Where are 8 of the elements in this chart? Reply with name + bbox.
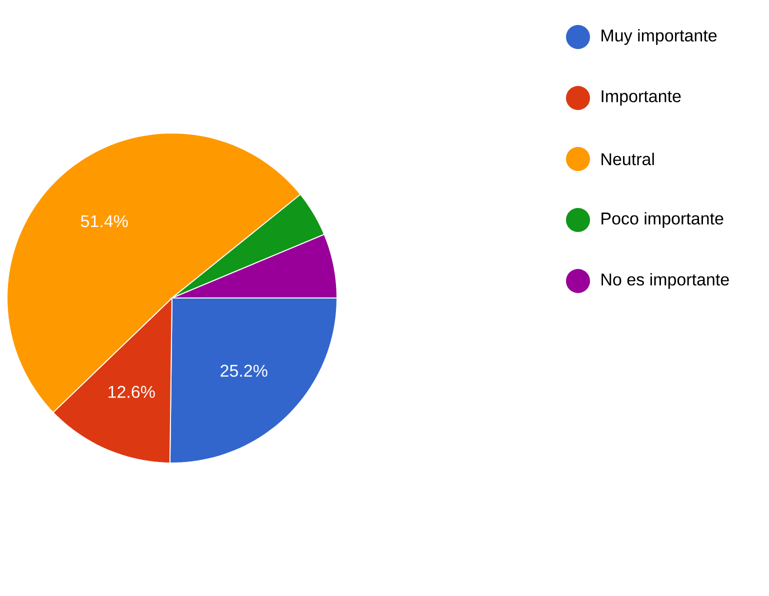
legend-label: Poco importante (602, 212, 724, 228)
legend-label: Muy importante (602, 29, 717, 45)
legend-label: No es importante (602, 273, 729, 289)
legend-label: Importante (602, 90, 681, 106)
legend-label: Neutral (602, 152, 654, 166)
data-label: 12.6% (108, 386, 155, 398)
data-label: 51.4% (80, 215, 128, 228)
data-label: 25.2% (220, 364, 268, 377)
